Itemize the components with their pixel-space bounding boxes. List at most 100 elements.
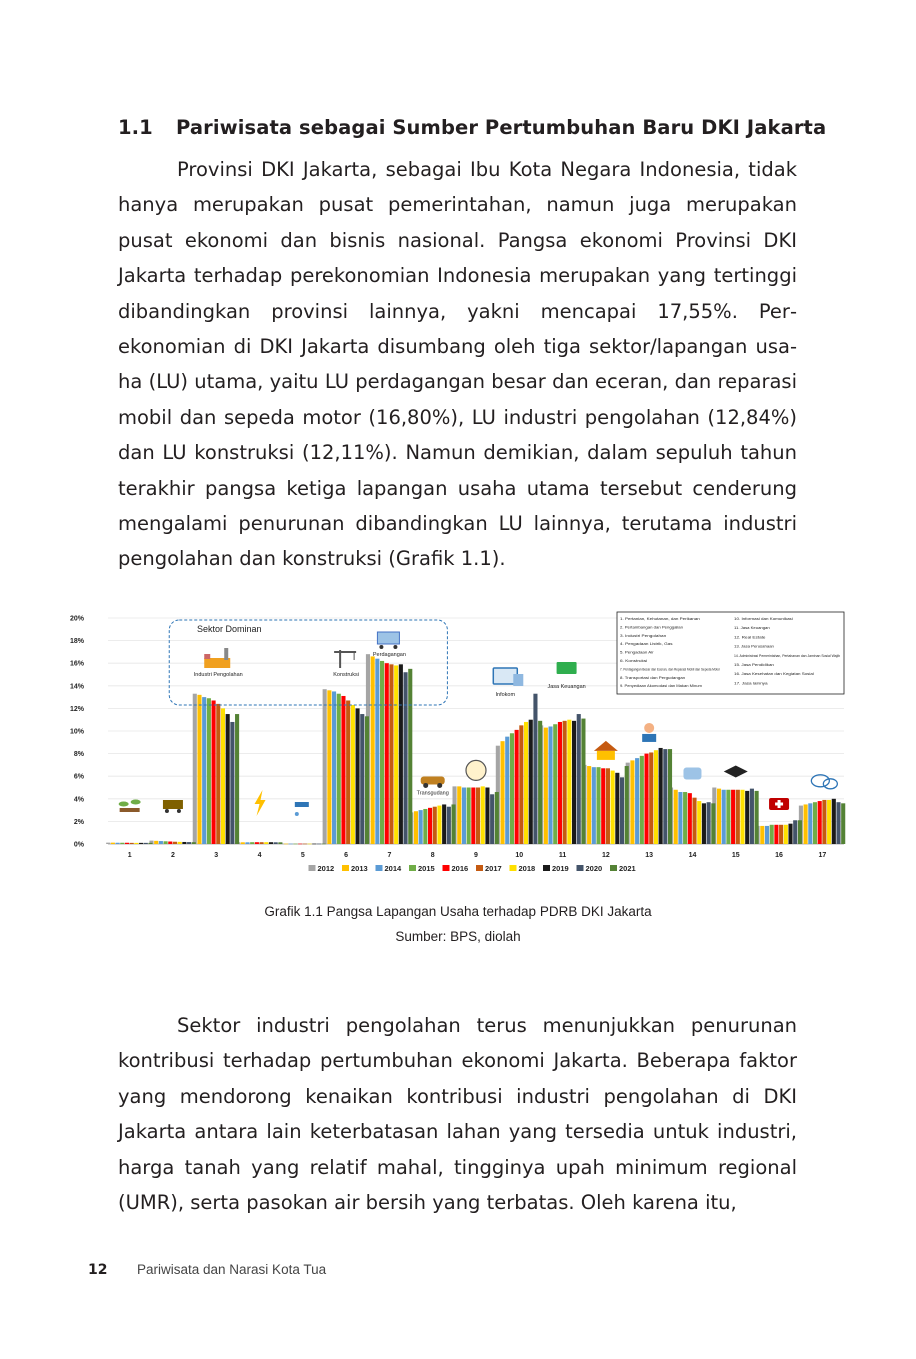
x-tick-label: 5 [301, 852, 305, 859]
x-tick-label: 17 [818, 852, 826, 859]
bar-2012-2 [149, 840, 154, 844]
bar-2018-14 [697, 801, 702, 844]
bar-2017-3 [216, 703, 221, 844]
bar-2020-2 [187, 842, 192, 844]
x-tick-label: 9 [474, 852, 478, 859]
bar-2018-12 [610, 770, 615, 844]
bar-2019-17 [831, 798, 836, 844]
sector-legend-item: 10. Informasi dan Komunikasi [734, 617, 793, 621]
legend-swatch [476, 865, 483, 871]
bar-2019-11 [571, 720, 577, 844]
legend-swatch [576, 865, 584, 871]
chart-figure: 0% 2% 4% 6% 8% 10% 12% 14% 16% 18% 20% 1 2 3 4 5 6 7 8 9 10 1… [68, 608, 850, 880]
running-footer-title: Pariwisata dan Narasi Kota Tua [137, 1262, 327, 1277]
sector-label: Industri Pengolahan [194, 672, 243, 678]
bar-2014-8 [418, 810, 423, 844]
bar-2020-9 [490, 794, 495, 844]
bar-2014-13 [635, 758, 640, 844]
sector-label: Perdagangan [373, 652, 406, 658]
bar-2015-10 [509, 733, 514, 844]
x-tick-label: 2 [171, 852, 175, 859]
section-heading: 1.1 Pariwisata sebagai Sumber Pertumbuhan… [118, 116, 826, 139]
bar-2020-6 [360, 714, 365, 844]
legend-label: 2013 [351, 864, 368, 873]
y-tick-label: 20% [70, 616, 85, 623]
bar-2016-15 [731, 789, 736, 844]
bar-2014-3 [202, 697, 207, 844]
bar-2017-10 [519, 725, 524, 844]
bar-2021-11 [581, 718, 586, 844]
bar-2015-3 [206, 698, 211, 844]
bar-2021-12 [624, 766, 629, 844]
bar-2020-13 [663, 749, 668, 844]
bar-2018-8 [437, 805, 442, 844]
bar-2021-9 [494, 792, 499, 844]
bar-2020-14 [706, 802, 711, 844]
legend-label: 2020 [586, 864, 603, 873]
bar-2016-9 [471, 787, 476, 844]
bar-2021-7 [408, 668, 413, 844]
bar-2019-16 [788, 823, 793, 844]
bar-2014-11 [548, 726, 553, 844]
bar-2020-1 [143, 842, 148, 844]
bar-2015-7 [380, 660, 385, 844]
bar-2015-4 [250, 842, 255, 844]
bar-2012-3 [192, 693, 197, 844]
bar-2017-13 [649, 752, 654, 844]
sector-label: Jasa Keuangan [547, 684, 585, 690]
bar-2013-11 [543, 727, 548, 844]
bar-2013-17 [803, 804, 808, 844]
legend-swatch [409, 865, 416, 871]
bar-2013-10 [500, 741, 505, 844]
sector-legend-item: 15. Jasa Pendidikan [734, 663, 774, 667]
x-tick-label: 12 [602, 852, 610, 859]
legend-label: 2021 [619, 864, 636, 873]
x-tick-label: 8 [431, 852, 435, 859]
bar-2015-1 [120, 842, 125, 844]
graduation-cap-icon [723, 765, 748, 778]
bar-2014-15 [721, 789, 726, 844]
bar-2019-14 [701, 803, 706, 844]
bar-2017-9 [476, 787, 481, 844]
legend-swatch [610, 865, 617, 871]
bar-2019-7 [398, 664, 403, 844]
crane-icon [334, 650, 357, 668]
sector-legend-item: 17. Jasa lainnya [734, 681, 769, 685]
bar-2017-12 [605, 768, 610, 844]
bar-2020-5 [316, 843, 322, 845]
bar-2017-7 [389, 664, 394, 844]
bar-2015-16 [769, 824, 774, 844]
y-tick-label: 6% [74, 774, 85, 781]
bar-2021-8 [451, 804, 456, 844]
legend-swatch [308, 865, 316, 871]
sector-legend-item: 14. Administrasi Pemerintahan, Pertahana… [734, 654, 840, 658]
x-tick-label: 1 [128, 852, 132, 859]
dominant-sector-box [168, 619, 448, 706]
bar-2021-13 [667, 749, 673, 844]
bar-2016-4 [254, 842, 259, 844]
mine-cart-icon [162, 800, 183, 813]
bar-2017-17 [822, 799, 827, 844]
bar-2019-2 [182, 841, 187, 844]
bar-chart: 0%2%4%6%8%10%12%14%16%18%20%1 2 3 4 5 6 7 8 9 10 1… [70, 611, 846, 873]
legend-label: 2012 [318, 864, 335, 873]
bar-2012-1 [106, 842, 111, 844]
sector-legend-item: 2. Pertambangan dan Penggalian [620, 625, 683, 629]
bar-2021-1 [148, 842, 153, 844]
bar-2014-10 [505, 736, 510, 844]
plant-icon [118, 799, 141, 812]
bar-2015-11 [553, 724, 558, 844]
x-tick-label: 15 [732, 852, 740, 859]
sector-label: Infokom [496, 692, 516, 698]
bar-2016-17 [817, 801, 822, 844]
bar-2013-16 [760, 825, 765, 844]
bar-2021-2 [191, 842, 196, 844]
money-icon [556, 662, 577, 674]
section-title: Pariwisata sebagai Sumber Pertumbuhan Ba… [176, 116, 827, 139]
bar-2020-4 [273, 842, 278, 844]
legend-swatch [375, 865, 383, 871]
bar-2013-12 [587, 766, 592, 844]
bar-2017-14 [692, 797, 697, 844]
y-tick-label: 0% [74, 842, 85, 849]
bar-2018-1 [134, 842, 139, 844]
